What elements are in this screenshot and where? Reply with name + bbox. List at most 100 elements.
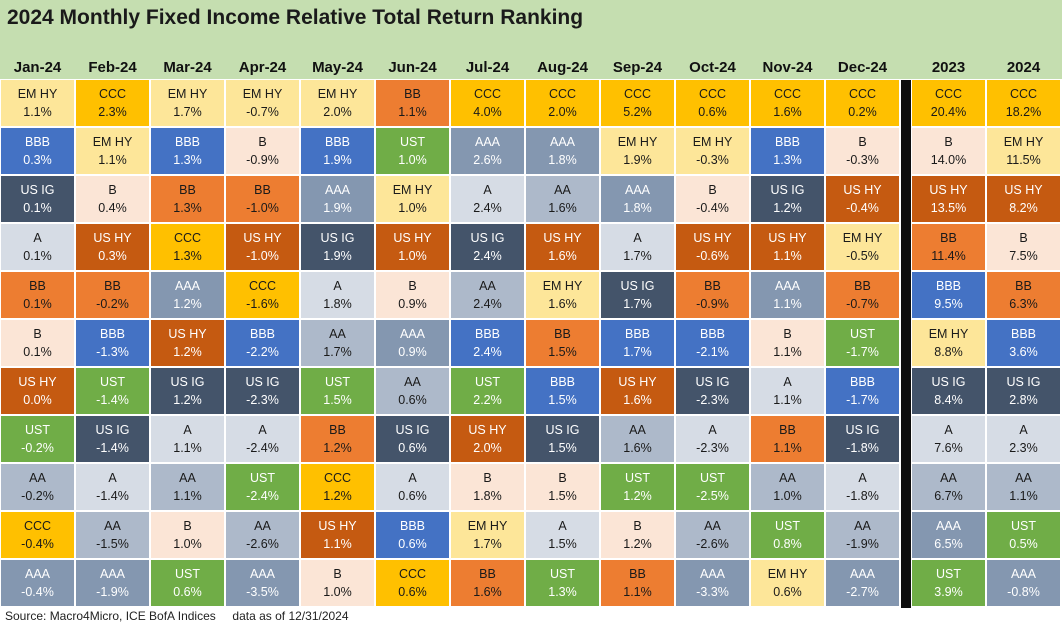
source-note: Source: Macro4Micro, ICE BofA Indices da…	[5, 609, 349, 623]
ranking-cell: BB 1.3%	[151, 176, 224, 222]
column-header: Oct-24	[689, 59, 736, 76]
ranking-cell: BB -0.9%	[676, 272, 749, 318]
return-value: 11.4%	[931, 249, 966, 263]
ranking-cell: US IG 1.9%	[301, 224, 374, 270]
ranking-cell: BBB -2.1%	[676, 320, 749, 366]
ranking-cell: UST 1.0%	[376, 128, 449, 174]
asset-label: UST	[175, 567, 200, 581]
header-band	[0, 36, 1062, 79]
ranking-cell: BBB -2.2%	[226, 320, 299, 366]
column-header: Sep-24	[612, 59, 663, 76]
asset-label: B	[633, 519, 642, 533]
return-value: 1.3%	[548, 585, 577, 599]
ranking-cell: A -2.3%	[676, 416, 749, 462]
asset-label: AAA	[99, 567, 125, 581]
return-value: 1.9%	[323, 249, 352, 263]
ranking-cell: BB 1.1%	[376, 80, 449, 126]
return-value: 4.0%	[473, 105, 502, 119]
asset-label: BB	[779, 423, 796, 437]
return-value: 2.6%	[473, 153, 502, 167]
ranking-cell: CCC 0.2%	[826, 80, 899, 126]
ranking-cell: CCC 20.4%	[912, 80, 985, 126]
return-value: -0.2%	[21, 441, 54, 455]
return-value: 1.5%	[548, 489, 577, 503]
ranking-cell: US IG 2.4%	[451, 224, 524, 270]
return-value: 0.8%	[773, 537, 802, 551]
return-value: -0.9%	[246, 153, 279, 167]
asset-label: BB	[29, 279, 46, 293]
return-value: 13.5%	[930, 201, 967, 215]
return-value: 8.8%	[934, 345, 963, 359]
asset-label: B	[408, 279, 417, 293]
ranking-cell: US IG -2.3%	[676, 368, 749, 414]
return-value: 0.1%	[23, 249, 52, 263]
asset-label: EM HY	[928, 327, 969, 341]
ranking-cell: BBB 1.3%	[751, 128, 824, 174]
asset-label: BBB	[699, 327, 725, 341]
return-value: 1.7%	[473, 537, 502, 551]
asset-label: AAA	[1010, 567, 1036, 581]
return-value: 0.6%	[398, 489, 427, 503]
asset-label: UST	[700, 471, 725, 485]
asset-label: AAA	[24, 567, 50, 581]
asset-label: BB	[554, 327, 571, 341]
asset-label: UST	[475, 375, 500, 389]
ranking-cell: A 0.6%	[376, 464, 449, 510]
column-header: Nov-24	[762, 59, 813, 76]
return-value: 0.0%	[23, 393, 52, 407]
ranking-cell: BB 1.1%	[601, 560, 674, 606]
asset-label: UST	[25, 423, 50, 437]
ranking-cell: US HY 1.6%	[526, 224, 599, 270]
return-value: 2.0%	[323, 105, 352, 119]
ranking-cell: US HY -1.0%	[226, 224, 299, 270]
return-value: 1.6%	[623, 441, 652, 455]
ranking-cell: BB 6.3%	[987, 272, 1060, 318]
ranking-cell: BBB 1.3%	[151, 128, 224, 174]
return-value: 1.1%	[773, 345, 802, 359]
return-value: 1.2%	[173, 297, 202, 311]
column-header: Jan-24	[13, 59, 62, 76]
asset-label: US HY	[543, 231, 582, 245]
ranking-cell: AAA 1.2%	[151, 272, 224, 318]
return-value: 2.4%	[473, 297, 502, 311]
return-value: 2.0%	[548, 105, 577, 119]
ranking-cell: A -1.8%	[826, 464, 899, 510]
asset-label: B	[483, 471, 492, 485]
return-value: -2.3%	[696, 393, 729, 407]
asset-label: US HY	[318, 519, 357, 533]
column-header: 2023	[931, 59, 966, 76]
asset-label: US IG	[545, 423, 580, 437]
ranking-cell: CCC 0.6%	[376, 560, 449, 606]
ranking-cell: BBB 1.7%	[601, 320, 674, 366]
ranking-cell: A 1.1%	[151, 416, 224, 462]
return-value: -2.3%	[246, 393, 279, 407]
ranking-cell: US IG 0.6%	[376, 416, 449, 462]
asset-label: AAA	[849, 567, 875, 581]
asset-label: AA	[329, 327, 346, 341]
ranking-cell: BB -0.7%	[826, 272, 899, 318]
return-value: 9.5%	[934, 297, 963, 311]
ranking-cell: AAA 0.9%	[376, 320, 449, 366]
ranking-cell: CCC 1.3%	[151, 224, 224, 270]
return-value: 1.6%	[623, 393, 652, 407]
return-value: 1.9%	[623, 153, 652, 167]
asset-label: B	[783, 327, 792, 341]
return-value: -2.1%	[696, 345, 729, 359]
ranking-cell: AAA -2.7%	[826, 560, 899, 606]
ranking-cell: EM HY 1.1%	[1, 80, 74, 126]
ranking-cell: AA 1.7%	[301, 320, 374, 366]
return-value: 1.8%	[323, 297, 352, 311]
asset-label: US IG	[620, 279, 655, 293]
return-value: -0.7%	[246, 105, 279, 119]
column-header: Jun-24	[388, 59, 437, 76]
asset-label: AA	[629, 423, 646, 437]
ranking-cell: UST 0.5%	[987, 512, 1060, 558]
asset-label: B	[944, 135, 953, 149]
asset-label: AAA	[624, 183, 650, 197]
ranking-cell: CCC -0.4%	[1, 512, 74, 558]
return-value: -2.6%	[696, 537, 729, 551]
ranking-cell: AAA -3.5%	[226, 560, 299, 606]
asset-label: A	[708, 423, 717, 437]
return-value: 0.1%	[23, 345, 52, 359]
return-value: 3.6%	[1009, 345, 1038, 359]
